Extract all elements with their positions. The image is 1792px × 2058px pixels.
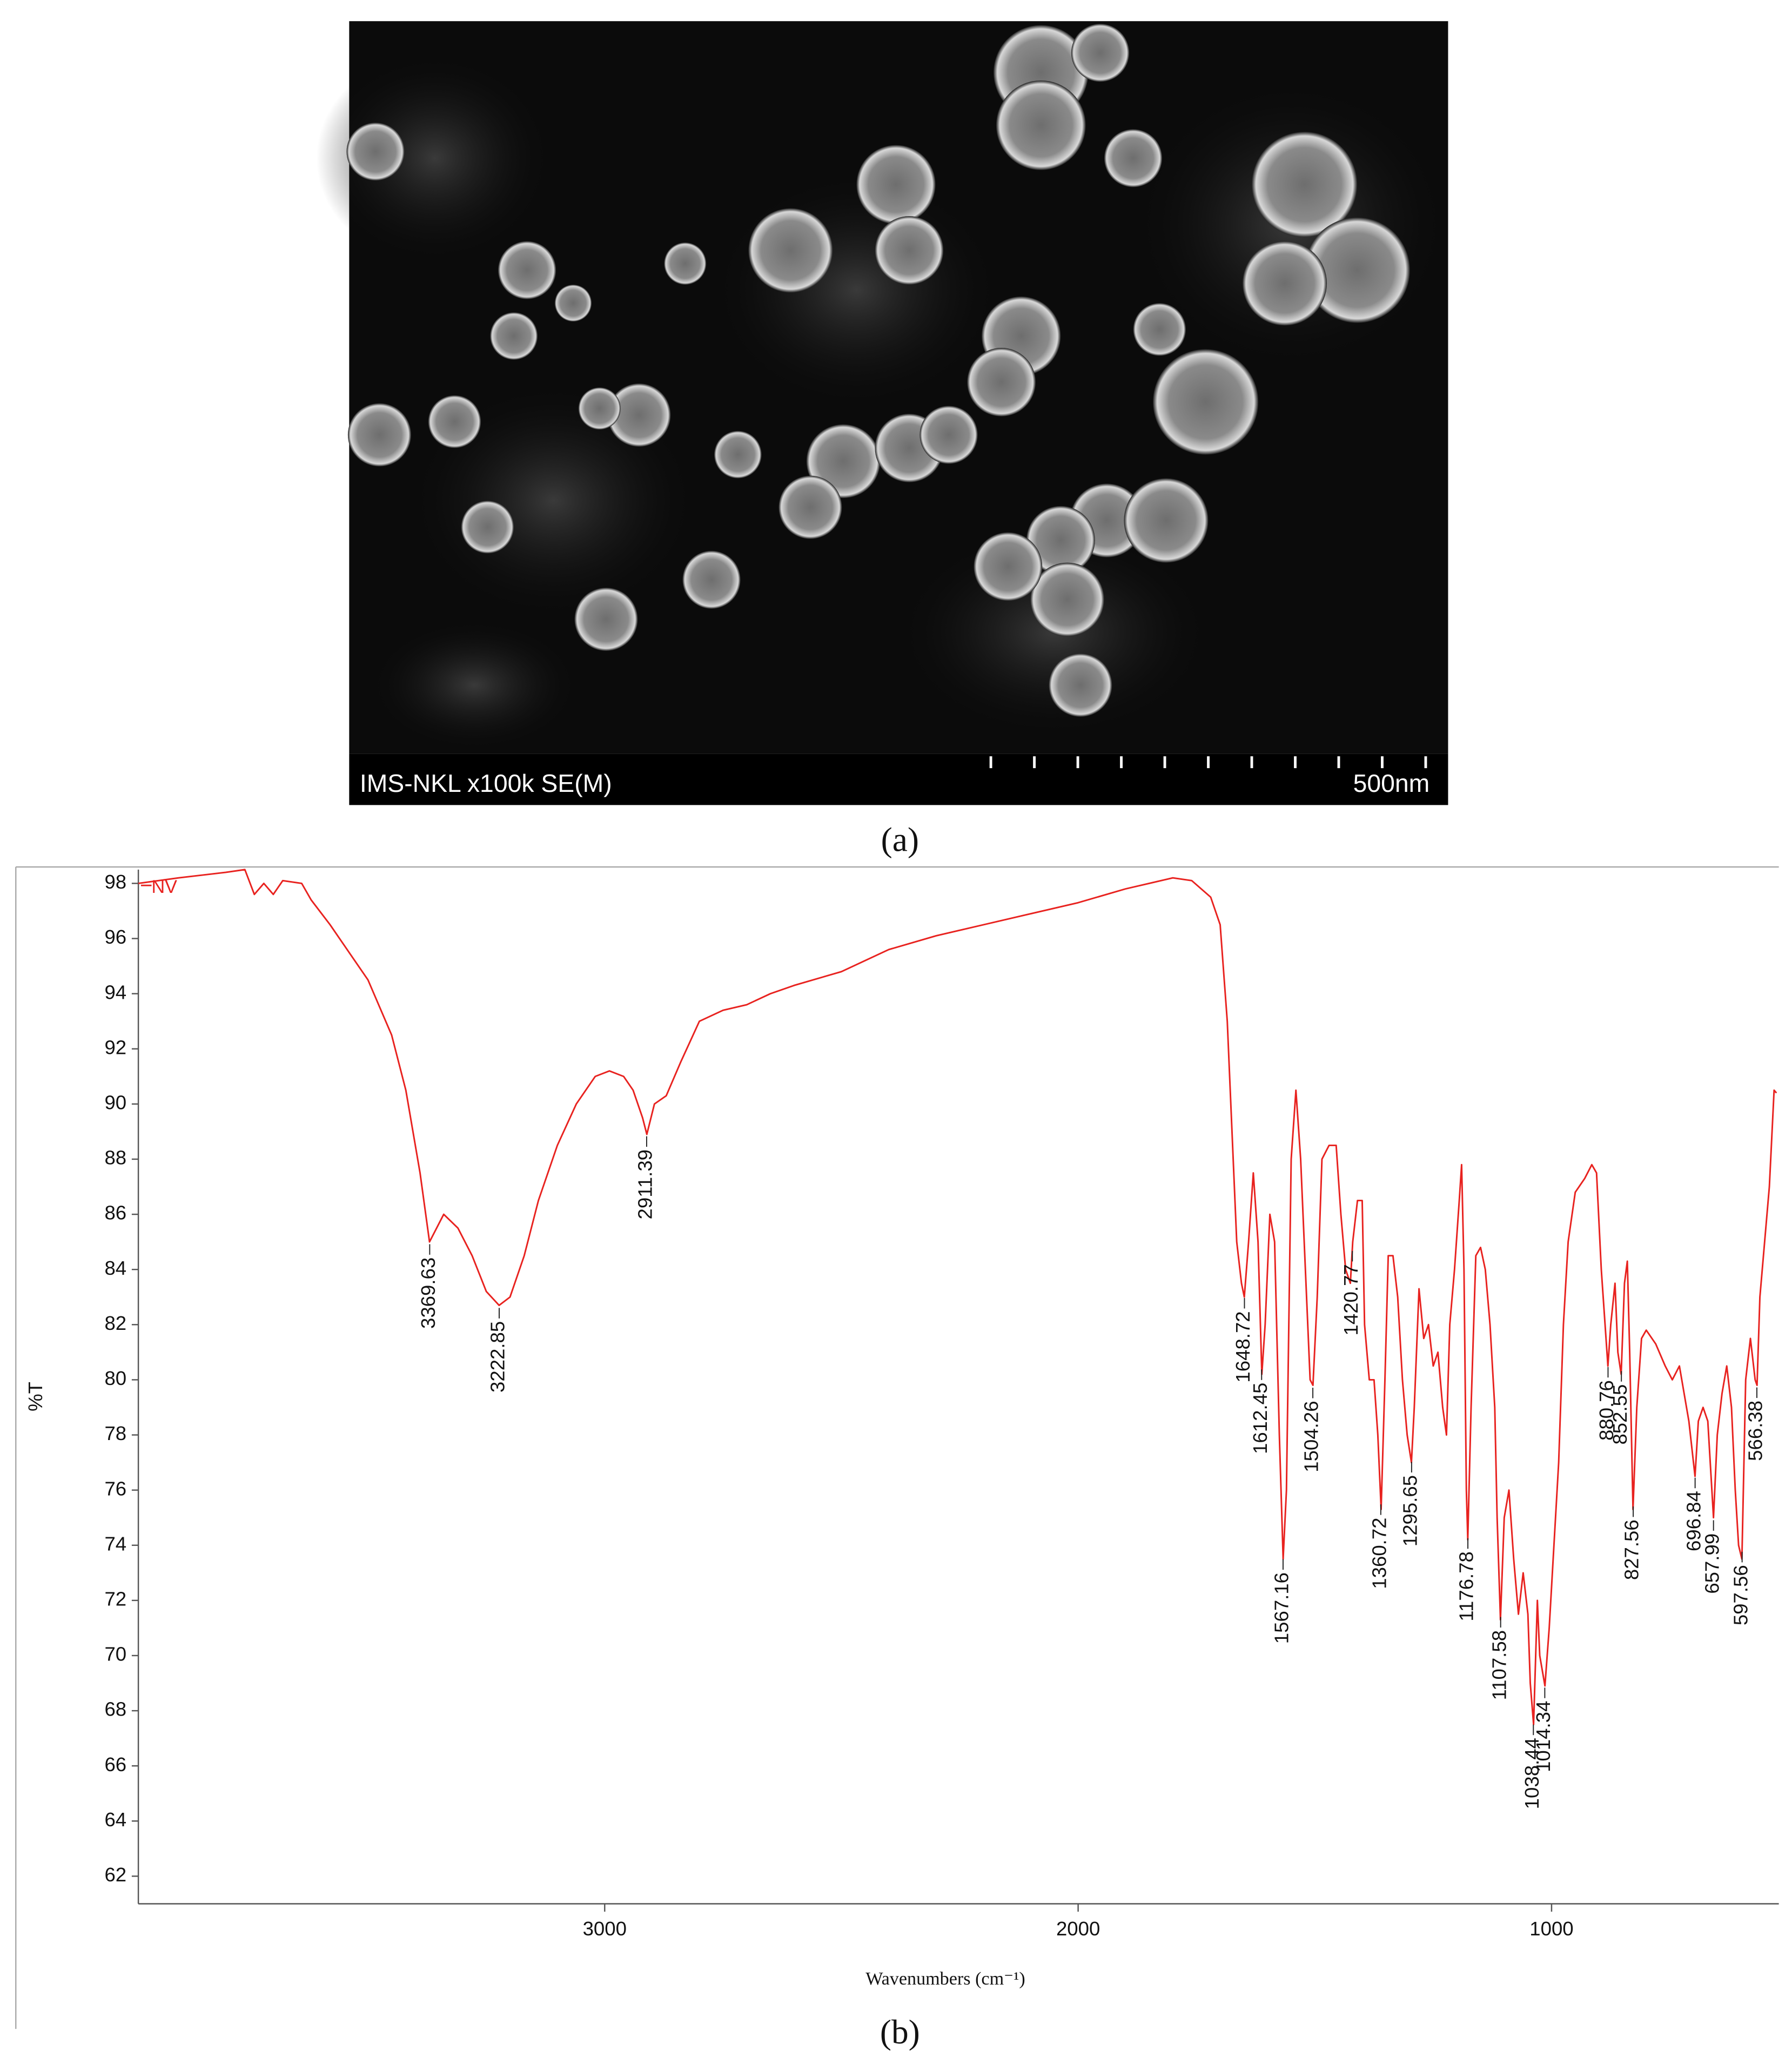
panel-label: (a)	[881, 820, 919, 859]
peak-label: 880.76	[1595, 1380, 1618, 1441]
peak-label: 3222.85	[487, 1321, 509, 1393]
y-tick-label: 62	[104, 1864, 126, 1886]
y-tick-label: 94	[104, 981, 126, 1003]
peak-label: 1360.72	[1368, 1517, 1391, 1589]
y-tick-label: 64	[104, 1808, 126, 1831]
y-tick-label: 76	[104, 1477, 126, 1499]
spectrum-line	[138, 869, 1777, 1726]
ftir-chart: 62 64 66 68 70 72 74 76 78 80 82 84 86 88 90 92 94 96 98 30…	[24, 869, 1779, 1989]
peak-label: 827.56	[1621, 1519, 1643, 1580]
peak-label: 1567.16	[1271, 1572, 1293, 1644]
peak-label: 1014.34	[1532, 1701, 1554, 1772]
peak-label: 1176.78	[1455, 1551, 1478, 1622]
y-tick-label: 90	[104, 1092, 126, 1114]
y-tick-label: 84	[104, 1257, 126, 1279]
y-tick-label: 78	[104, 1422, 126, 1444]
peak-label: 1612.45	[1249, 1383, 1271, 1454]
peak-label: 1504.26	[1300, 1401, 1323, 1472]
y-tick-label: 72	[104, 1588, 126, 1610]
peak-label: 3369.63	[417, 1257, 439, 1329]
y-tick-label: 74	[104, 1532, 126, 1555]
peak-label: 1107.58	[1488, 1630, 1510, 1700]
scale-bar-label: 500nm	[1353, 769, 1430, 797]
sem-caption: IMS-NKL x100k SE(M)	[360, 769, 612, 797]
y-tick-label: 88	[104, 1147, 126, 1169]
peak-label: 852.55	[1609, 1384, 1631, 1445]
y-tick-label: 68	[104, 1698, 126, 1720]
peak-label: 657.99	[1701, 1534, 1723, 1594]
x-tick-label: 3000	[583, 1918, 627, 1940]
sem-image: IMS-NKL x100k SE(M) 500nm	[316, 21, 1449, 805]
panel-label: (b)	[880, 2013, 920, 2051]
x-tick-label: 1000	[1529, 1918, 1573, 1940]
y-tick-label: 82	[104, 1312, 126, 1334]
peak-label: 2911.39	[634, 1149, 656, 1220]
x-axis-label: Wavenumbers (cm⁻¹)	[865, 1969, 1025, 1989]
peak-label: 597.56	[1729, 1565, 1751, 1625]
y-tick-label: 80	[104, 1367, 126, 1389]
x-tick-label: 2000	[1056, 1918, 1100, 1940]
peak-label: 1295.65	[1399, 1475, 1421, 1546]
peak-label: 1038.44	[1521, 1738, 1543, 1809]
y-tick-label: 92	[104, 1036, 126, 1058]
peak-label: 1648.72	[1232, 1311, 1254, 1382]
y-tick-label: 70	[104, 1643, 126, 1665]
peak-label: 566.38	[1744, 1401, 1767, 1461]
peak-label: 1420.77	[1340, 1264, 1362, 1335]
y-tick-label: 96	[104, 926, 126, 948]
y-tick-label: 98	[104, 871, 126, 893]
legend-label: NV	[151, 877, 177, 897]
chart-frame	[15, 866, 1779, 2029]
peak-label: 696.84	[1682, 1491, 1704, 1551]
y-tick-label: 66	[104, 1753, 126, 1775]
y-tick-label: 86	[104, 1202, 126, 1224]
y-axis-label: %T	[24, 1382, 46, 1411]
